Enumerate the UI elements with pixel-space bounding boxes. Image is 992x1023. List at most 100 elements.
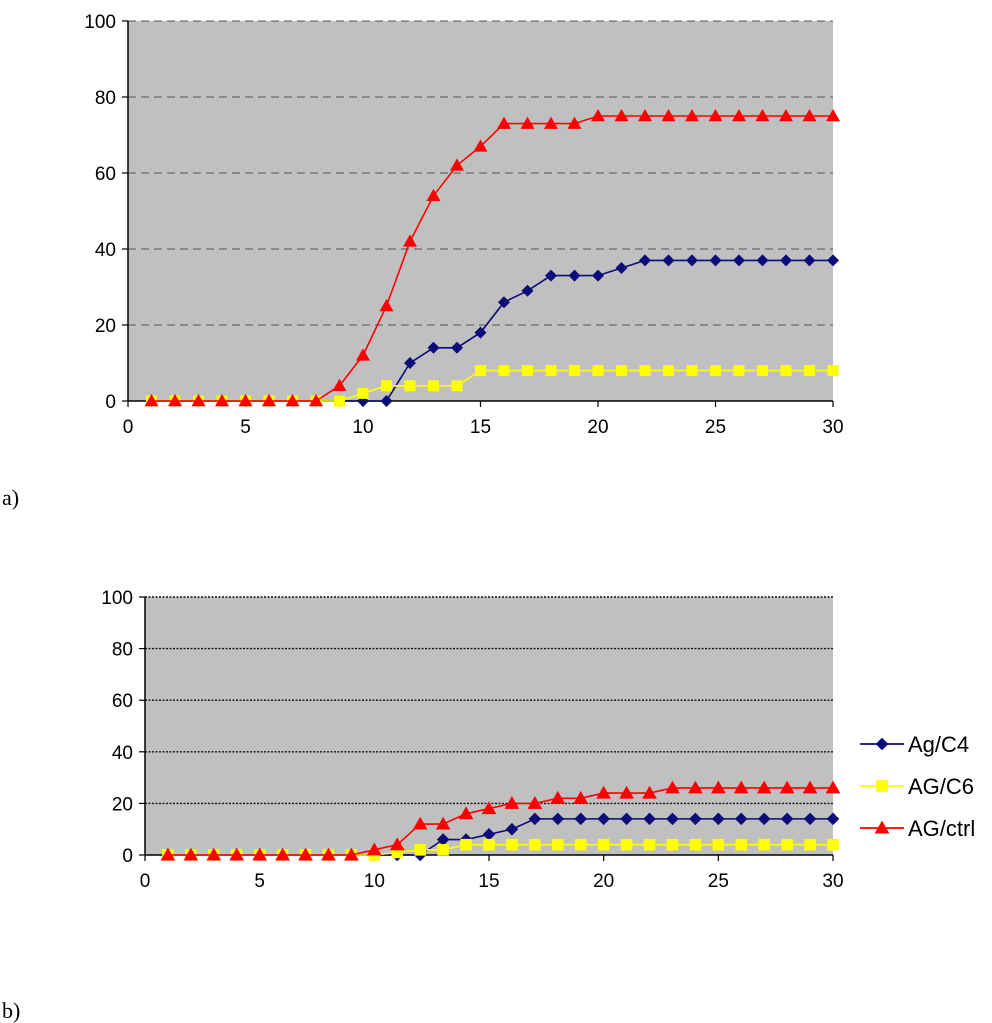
- data-point: [520, 116, 535, 129]
- data-point: [826, 812, 840, 826]
- x-tick-label: 5: [240, 417, 251, 438]
- data-point: [780, 254, 792, 267]
- data-point: [574, 812, 588, 826]
- data-point: [450, 158, 464, 171]
- y-tick-label: 40: [112, 743, 133, 764]
- data-point: [191, 394, 206, 407]
- data-point: [404, 380, 416, 392]
- panel-label-b: b): [2, 998, 20, 1023]
- legend: Ag/C4 AG/C6 AG/ctrl: [860, 732, 975, 841]
- data-point: [168, 394, 182, 407]
- data-point: [473, 139, 488, 152]
- data-point: [639, 365, 651, 377]
- data-point: [685, 109, 699, 122]
- y-tick-label: 20: [95, 316, 116, 337]
- x-tick-label: 0: [140, 871, 151, 892]
- data-point: [757, 812, 771, 826]
- data-point: [321, 847, 336, 861]
- data-point: [522, 365, 533, 377]
- x-tick-label: 10: [364, 871, 385, 892]
- data-point: [804, 365, 815, 377]
- panel-label-a: a): [2, 485, 19, 510]
- data-point: [620, 838, 633, 851]
- data-point: [497, 116, 511, 129]
- data-point: [380, 395, 393, 407]
- data-point: [567, 116, 582, 129]
- data-point: [545, 365, 557, 377]
- y-tick-label: 40: [95, 240, 116, 261]
- data-point: [615, 262, 628, 274]
- data-point: [643, 812, 656, 826]
- plot-area: [145, 597, 833, 855]
- data-point: [686, 254, 698, 267]
- data-point: [427, 341, 440, 354]
- data-point: [474, 326, 487, 339]
- x-tick-label: 30: [822, 871, 843, 892]
- data-point: [733, 365, 745, 377]
- data-point: [662, 254, 675, 267]
- data-point: [498, 365, 510, 377]
- data-point: [412, 816, 428, 830]
- y-tick-label: 100: [101, 588, 133, 609]
- data-point: [529, 838, 541, 851]
- data-point: [403, 234, 417, 247]
- data-point: [779, 780, 795, 794]
- data-point: [379, 299, 394, 312]
- data-point: [616, 365, 627, 377]
- data-point: [827, 838, 839, 851]
- data-point: [802, 109, 817, 122]
- data-point: [391, 846, 404, 859]
- data-point: [206, 847, 222, 861]
- data-point: [332, 378, 347, 392]
- legend-entry-label: AG/ctrl: [908, 816, 975, 841]
- data-point: [504, 796, 520, 809]
- data-point: [710, 365, 721, 377]
- data-point: [381, 380, 392, 392]
- x-tick-label: 25: [705, 417, 726, 438]
- data-point: [551, 812, 565, 826]
- x-tick-label: 20: [593, 871, 614, 892]
- data-point: [755, 109, 770, 122]
- y-tick-label: 0: [122, 846, 133, 867]
- data-point: [665, 780, 680, 794]
- data-point: [334, 395, 345, 407]
- data-point: [544, 116, 558, 129]
- data-point: [428, 380, 439, 392]
- y-tick-label: 100: [84, 12, 116, 33]
- data-point: [404, 357, 416, 369]
- data-point: [144, 394, 159, 407]
- data-point: [709, 254, 722, 267]
- data-point: [215, 394, 229, 407]
- data-point: [780, 812, 794, 826]
- data-point: [804, 838, 816, 851]
- x-tick-label: 0: [123, 417, 134, 438]
- data-point: [298, 847, 313, 861]
- data-point: [552, 838, 564, 851]
- legend-marker: [876, 780, 888, 792]
- data-point: [708, 109, 723, 122]
- data-point: [597, 838, 610, 851]
- data-point: [592, 365, 604, 377]
- data-point: [779, 109, 793, 122]
- data-point: [666, 812, 679, 826]
- data-point: [527, 796, 543, 809]
- data-point: [183, 847, 199, 861]
- data-point: [733, 780, 749, 794]
- data-point: [756, 254, 769, 267]
- y-tick-label: 20: [112, 794, 133, 815]
- data-point: [481, 801, 497, 815]
- data-point: [285, 394, 300, 407]
- legend-marker: [874, 820, 890, 834]
- data-point: [732, 109, 746, 122]
- data-point: [573, 790, 589, 804]
- data-point: [620, 812, 633, 826]
- data-point: [357, 387, 369, 399]
- plot-area: [128, 21, 833, 401]
- data-point: [483, 838, 495, 851]
- data-point: [712, 838, 725, 851]
- data-point: [574, 838, 587, 851]
- data-point: [366, 842, 382, 856]
- data-point: [757, 365, 768, 377]
- data-point: [591, 109, 605, 122]
